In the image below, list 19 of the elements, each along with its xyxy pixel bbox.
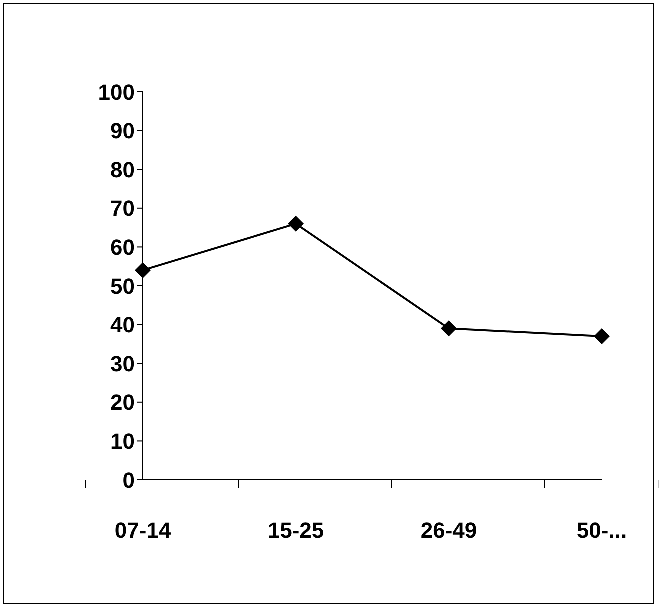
x-tick-label: 26-49 <box>420 518 478 543</box>
y-tick-label: 0 <box>122 468 135 493</box>
x-tick-label: 07-14 <box>114 518 172 543</box>
y-tick-label: 50 <box>110 274 135 299</box>
y-tick-label: 90 <box>110 118 135 144</box>
x-tick-label: 15-25 <box>268 518 324 543</box>
y-tick-label: 30 <box>110 351 135 376</box>
point <box>135 262 151 278</box>
y-tick-label: 60 <box>110 235 135 260</box>
y-tick-label: 20 <box>110 390 135 416</box>
point <box>594 328 610 344</box>
point <box>288 216 304 232</box>
y-tick-label: 10 <box>110 429 135 454</box>
x-tick-label: 50-... <box>576 518 628 543</box>
y-tick-label: 100 <box>98 80 135 105</box>
y-tick-label: 70 <box>110 196 135 222</box>
point <box>441 320 457 337</box>
y-tick-label: 80 <box>110 157 135 182</box>
y-tick-label: 40 <box>110 312 135 338</box>
